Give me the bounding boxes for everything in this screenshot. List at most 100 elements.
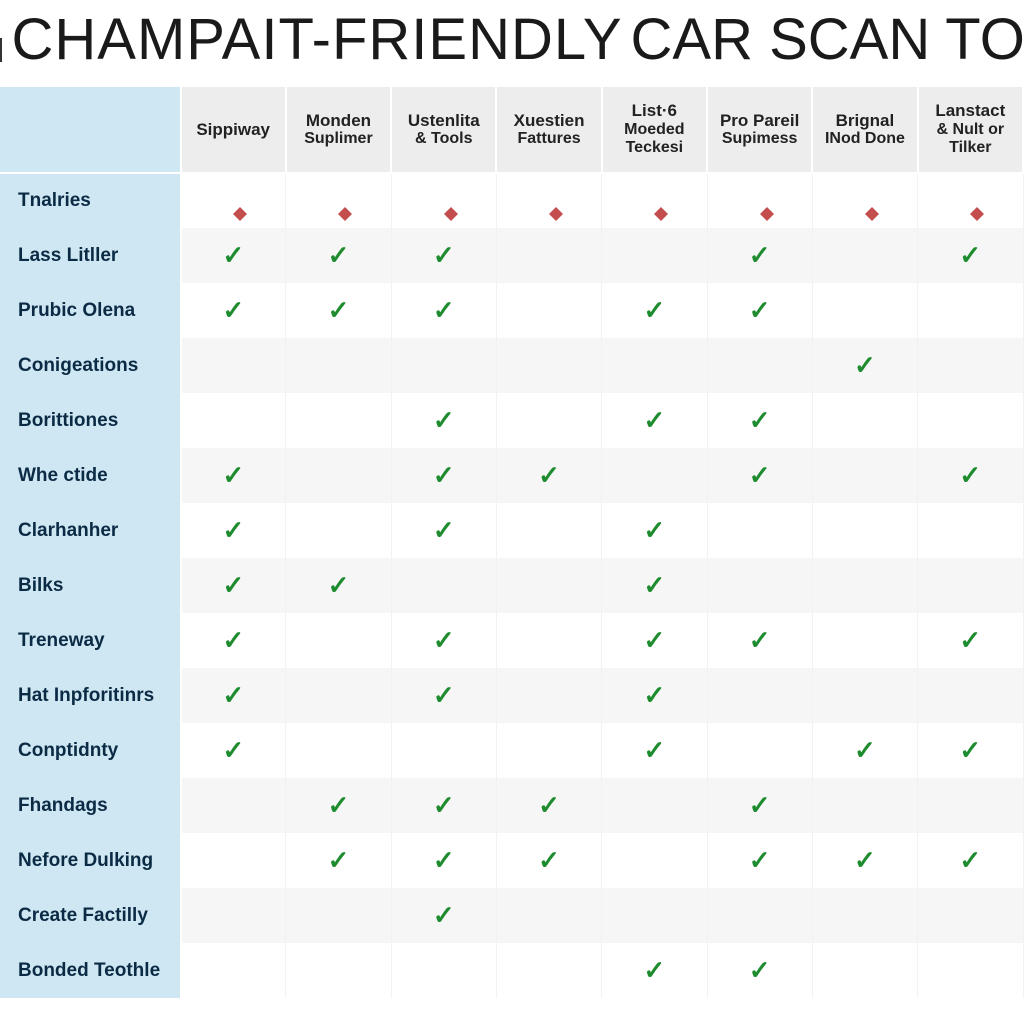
table-body: TnalriesLass Litller✓✓✓✓✓Prubic Olena✓✓✓… [0,173,1023,998]
column-header-line2: Moeded Teckesi [607,121,702,158]
table-cell: ✓ [496,448,601,503]
table-cell [496,503,601,558]
table-cell [918,338,1023,393]
check-icon: ✓ [328,297,350,323]
check-icon: ✓ [749,847,771,873]
check-icon: ✓ [643,682,665,708]
check-icon: ✓ [749,297,771,323]
table-cell: ✓ [286,558,391,613]
table-cell: ✓ [707,943,812,998]
table-cell [181,833,286,888]
table-cell [286,338,391,393]
table-cell: ✓ [602,393,707,448]
row-label: Whe ctide [0,448,181,503]
check-icon: ✓ [643,517,665,543]
check-icon: ✓ [854,847,876,873]
table-cell [496,723,601,778]
table-cell [496,943,601,998]
check-icon: ✓ [538,847,560,873]
check-icon: ✓ [749,407,771,433]
column-header-line1: Xuestien [501,111,596,131]
row-label: Clarhanher [0,503,181,558]
row-label: Fhandags [0,778,181,833]
check-icon: ✓ [433,682,455,708]
row-label: Hat Inpforitinrs [0,668,181,723]
check-icon: ✓ [959,242,981,268]
table-cell: ✓ [918,833,1023,888]
column-header-line1: List·6 [607,101,702,121]
row-label: Nefore Dulking [0,833,181,888]
table-cell [286,393,391,448]
table-cell: ✓ [391,833,496,888]
check-icon: ✓ [328,847,350,873]
table-row: Lass Litller✓✓✓✓✓ [0,228,1023,283]
table-cell [707,723,812,778]
table-row: Bilks✓✓✓ [0,558,1023,613]
table-cell [286,943,391,998]
table-cell [286,668,391,723]
column-header-line1: Ustenlita [396,111,491,131]
check-icon: ✓ [643,572,665,598]
check-icon: ✓ [328,792,350,818]
column-header-line1: Monden [291,111,386,131]
table-cell: ✓ [707,228,812,283]
title-mid: CHAMPAIT-FRIENDLY [12,6,623,73]
table-cell: ✓ [602,283,707,338]
table-cell [812,448,917,503]
check-icon: ✓ [328,242,350,268]
table-cell [602,338,707,393]
table-cell [391,173,496,228]
title-right: CAR SCAN TOOLS [631,6,1024,73]
table-cell [707,888,812,943]
table-cell: ✓ [286,228,391,283]
table-cell: ✓ [181,558,286,613]
table-cell [496,558,601,613]
column-header-line2: Suplimer [291,130,386,148]
table-cell: ✓ [602,558,707,613]
table-cell [496,173,601,228]
check-icon: ✓ [749,627,771,653]
table-cell [496,393,601,448]
table-cell: ✓ [602,943,707,998]
column-header: Sippiway [181,87,286,173]
table-cell: ✓ [391,283,496,338]
column-header-line1: Pro Pareil [712,111,807,131]
table-cell: ✓ [812,338,917,393]
table-cell: ✓ [812,723,917,778]
check-icon: ✓ [433,242,455,268]
table-cell [496,613,601,668]
table-cell [391,943,496,998]
check-icon: ✓ [959,847,981,873]
table-row: Create Factilly✓ [0,888,1023,943]
table-cell [286,173,391,228]
table-cell [496,338,601,393]
column-header-line1: Sippiway [186,120,281,140]
page: KE CHAMPAIT-FRIENDLY CAR SCAN TOOLS Sipp… [0,0,1024,1024]
table-cell [707,338,812,393]
row-label: Treneway [0,613,181,668]
check-icon: ✓ [959,462,981,488]
table-cell [602,833,707,888]
table-cell [812,558,917,613]
table-cell: ✓ [181,228,286,283]
row-label: Prubic Olena [0,283,181,338]
table-cell: ✓ [918,723,1023,778]
column-header: Pro PareilSupimess [707,87,812,173]
table-cell [181,393,286,448]
table-row: Nefore Dulking ✓ ✓ ✓ ✓ ✓ ✓ [0,833,1023,888]
table-cell: ✓ [391,503,496,558]
row-label: Conptidnty [0,723,181,778]
table-cell: ✓ [286,833,391,888]
table-cell [812,503,917,558]
column-header: List·6Moeded Teckesi [602,87,707,173]
table-cell: ✓ [918,448,1023,503]
table-cell [181,943,286,998]
check-icon: ✓ [433,627,455,653]
table-cell: ✓ [918,228,1023,283]
check-icon: ✓ [643,297,665,323]
table-cell [918,558,1023,613]
check-icon: ✓ [433,462,455,488]
column-header-line2: Supimess [712,130,807,148]
table-cell: ✓ [181,448,286,503]
table-cell: ✓ [602,668,707,723]
